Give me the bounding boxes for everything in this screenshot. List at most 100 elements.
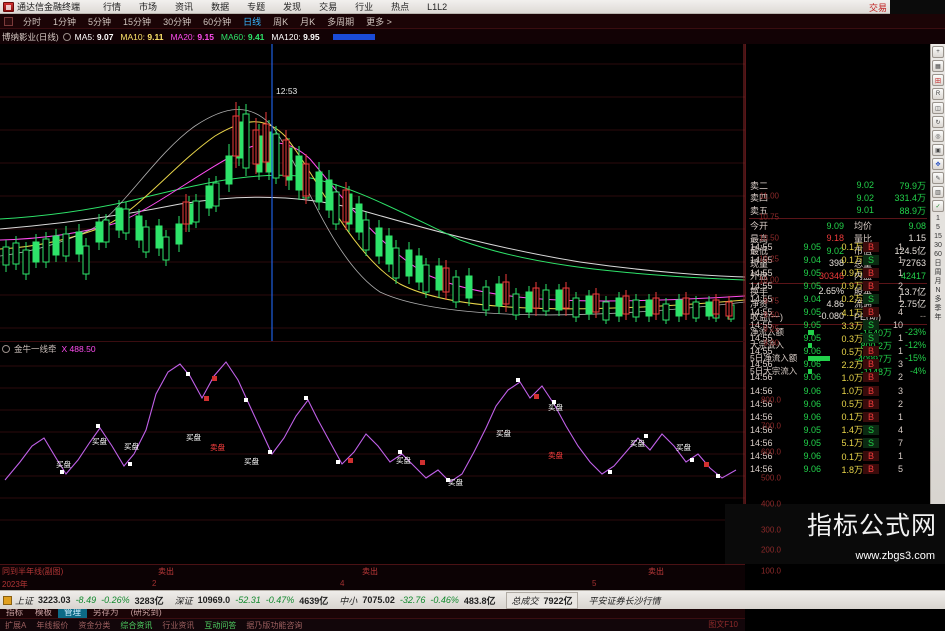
- grid-toggle-icon[interactable]: [4, 16, 13, 26]
- rail-period-year[interactable]: 年: [934, 314, 942, 321]
- period-multi[interactable]: 多周期: [327, 16, 355, 27]
- menu-item-shichang[interactable]: 市场: [139, 2, 158, 12]
- status-bar[interactable]: 上证 3223.03 -8.49 -0.26% 3283亿 深证 10969.0…: [0, 590, 945, 609]
- period-30min[interactable]: 30分钟: [163, 16, 192, 27]
- main-menu-bar[interactable]: 通达信金融终端 行情 市场 资讯 数据 专题 发现 交易 行业 热点 L1L2 …: [0, 0, 945, 14]
- tick-row[interactable]: 14:55 9.05 4.1万 B 4: [746, 305, 931, 318]
- rail-period-multi[interactable]: 多: [934, 296, 942, 303]
- tick-side: B: [863, 359, 879, 370]
- index-item-sme[interactable]: 中小 7075.02 -32.76 -0.46% 483.8亿: [339, 594, 495, 607]
- menu-item-hangqing[interactable]: 行情: [103, 2, 122, 12]
- menu-item-redian[interactable]: 热点: [391, 2, 410, 12]
- flow-bar-1: [808, 342, 812, 348]
- tick-row[interactable]: 14:56 9.06 0.1万 B 1: [746, 410, 931, 423]
- tick-row[interactable]: 14:55 9.05 0.3万 S 1: [746, 332, 931, 345]
- period-toolbar[interactable]: 分时 1分钟 5分钟 15分钟 30分钟 60分钟 日线 周K 月K 多周期 更…: [0, 14, 945, 29]
- period-1min[interactable]: 1分钟: [53, 16, 77, 27]
- image-icon[interactable]: ▦: [932, 60, 944, 72]
- tick-row[interactable]: 14:55 9.06 0.5万 B 1: [746, 345, 931, 358]
- order-book-row[interactable]: 卖五 9.01 88.9万: [746, 204, 930, 217]
- menu-item-zixun[interactable]: 资讯: [175, 2, 194, 12]
- RSI-icon[interactable]: R: [932, 88, 944, 100]
- tick-row[interactable]: 14:55 9.05 3.3万 S 10: [746, 319, 931, 332]
- tick-row[interactable]: 14:56 9.06 1.0万 B 2: [746, 371, 931, 384]
- kline-chart[interactable]: 12:53 9.60: [0, 44, 745, 341]
- tick-row[interactable]: 14:56 9.06 2.2万 B 3: [746, 358, 931, 371]
- right-toolbar-rail[interactable]: + ▦ 田 R ◫ ↻ ◎ ▣ ✥ ✎ ▥ ✓ 1 5 15 30 60 日 周…: [930, 44, 945, 564]
- period-60min[interactable]: 60分钟: [203, 16, 232, 27]
- bottom-mark-0: 卖出: [158, 567, 174, 576]
- menu-item-zhuanti[interactable]: 专题: [247, 2, 266, 12]
- window-icon[interactable]: ▥: [932, 186, 944, 198]
- tool-yearline[interactable]: 年线报价: [36, 620, 69, 630]
- indicator-dots: [60, 372, 720, 482]
- rail-period-month[interactable]: 月: [934, 278, 942, 285]
- tick-row[interactable]: 14:56 9.06 0.5万 B 2: [746, 397, 931, 410]
- lock-icon[interactable]: ▣: [932, 144, 944, 156]
- trade-button[interactable]: 交易: [868, 3, 887, 13]
- rail-period-week[interactable]: 周: [934, 269, 942, 276]
- bottom-indicator-strip[interactable]: 同到半年线(副图) 卖出 卖出 卖出 2023年 2 4 5: [0, 564, 745, 591]
- flow-row-block: 大宗流入 800.2万 -12%: [746, 339, 930, 352]
- tick-price: 9.05: [803, 320, 821, 331]
- sub-indicator-chart[interactable]: 金牛一线牵 X 488.50: [0, 341, 745, 546]
- tick-row[interactable]: 14:56 9.05 5.1万 S 7: [746, 436, 931, 449]
- tick-list[interactable]: 14:55 9.05 0.1万 B 1 14:55 9.04 0.1万 S 1 14:55 9.0…: [746, 240, 931, 564]
- tick-row[interactable]: 14:56 9.06 0.1万 B 1: [746, 450, 931, 463]
- rail-period-n[interactable]: N: [935, 287, 941, 294]
- tick-row[interactable]: 14:55 9.04 0.2万 S 1: [746, 292, 931, 305]
- menu-item-hangye[interactable]: 行业: [355, 2, 374, 12]
- tick-row[interactable]: 14:56 9.06 1.0万 B 3: [746, 384, 931, 397]
- indicator-icon[interactable]: 田: [932, 74, 944, 86]
- menu-item-jiaoyi[interactable]: 交易: [319, 2, 338, 12]
- rail-period-1[interactable]: 1: [936, 215, 940, 222]
- tick-row[interactable]: 14:55 9.05 0.1万 B 1: [746, 240, 931, 253]
- index-item-szse[interactable]: 深证 10969.0 -52.31 -0.47% 4639亿: [175, 594, 329, 607]
- refresh-icon[interactable]: ↻: [932, 116, 944, 128]
- tick-row[interactable]: 14:55 9.04 0.1万 S 1: [746, 253, 931, 266]
- tick-time: 14:55: [750, 241, 773, 252]
- tick-row[interactable]: 14:55 9.05 0.9万 B 1: [746, 266, 931, 279]
- menu-item-faxian[interactable]: 发现: [283, 2, 302, 12]
- period-15min[interactable]: 15分钟: [123, 16, 152, 27]
- pen-icon[interactable]: ✎: [932, 172, 944, 184]
- tool-comprehensive-news[interactable]: 综合资讯: [120, 620, 153, 630]
- bottom-tool-row[interactable]: 扩展A 年线报价 资金分类 综合资讯 行业资讯 互动问答 据乃版功能咨询 图文F…: [0, 618, 745, 631]
- tick-row[interactable]: 14:56 9.06 1.8万 B 5: [746, 463, 931, 476]
- tick-price: 9.06: [803, 385, 821, 396]
- tool-capital[interactable]: 资金分类: [78, 620, 111, 630]
- period-more[interactable]: 更多 >: [366, 16, 392, 27]
- tool-industry-news[interactable]: 行业资讯: [162, 620, 195, 630]
- period-daily[interactable]: 日线: [243, 16, 262, 27]
- f10-label[interactable]: 图文F10: [708, 620, 738, 629]
- tool-interactive-qa[interactable]: 互动问答: [204, 620, 237, 630]
- menu-item-shuju[interactable]: 数据: [211, 2, 230, 12]
- tick-row[interactable]: 14:56 9.05 1.4万 S 4: [746, 423, 931, 436]
- settings-icon[interactable]: ◎: [932, 130, 944, 142]
- rail-period-15[interactable]: 15: [934, 233, 942, 240]
- period-5min[interactable]: 5分钟: [88, 16, 112, 27]
- add-icon[interactable]: +: [932, 46, 944, 58]
- period-weekly[interactable]: 周K: [273, 16, 289, 27]
- order-book-row[interactable]: 卖四 9.02 331.4万: [746, 192, 930, 205]
- period-monthly[interactable]: 月K: [300, 16, 316, 27]
- rail-period-60[interactable]: 60: [934, 251, 942, 258]
- check-icon[interactable]: ✓: [932, 200, 944, 212]
- quote-panel[interactable]: 卖二 9.02 79.9万 卖四 9.02 331.4万 卖五 9.01 88.…: [745, 44, 930, 564]
- rail-period-5[interactable]: 5: [936, 224, 940, 231]
- tool-extend[interactable]: 扩展A: [5, 620, 27, 630]
- index-item-sse[interactable]: 上证 3223.03 -8.49 -0.26% 3283亿: [15, 594, 164, 607]
- sub-settings-circle-icon[interactable]: [2, 344, 10, 353]
- tool-more-query[interactable]: 据乃版功能咨询: [246, 620, 303, 630]
- rail-period-quarter[interactable]: 季: [934, 305, 942, 312]
- menu-item-l1l2[interactable]: L1L2: [427, 1, 448, 12]
- tick-row[interactable]: 14:55 9.05 0.9万 B 2: [746, 279, 931, 292]
- stat-label2-6: 流通: [854, 299, 873, 310]
- rail-period-day[interactable]: 日: [934, 260, 942, 267]
- move-icon[interactable]: ✥: [932, 158, 944, 170]
- period-fenshi[interactable]: 分时: [23, 16, 42, 27]
- chart-icon[interactable]: ◫: [932, 102, 944, 114]
- settings-circle-icon[interactable]: [62, 32, 71, 41]
- order-book-row[interactable]: 卖二 9.02 79.9万: [746, 179, 930, 192]
- rail-period-30[interactable]: 30: [934, 242, 942, 249]
